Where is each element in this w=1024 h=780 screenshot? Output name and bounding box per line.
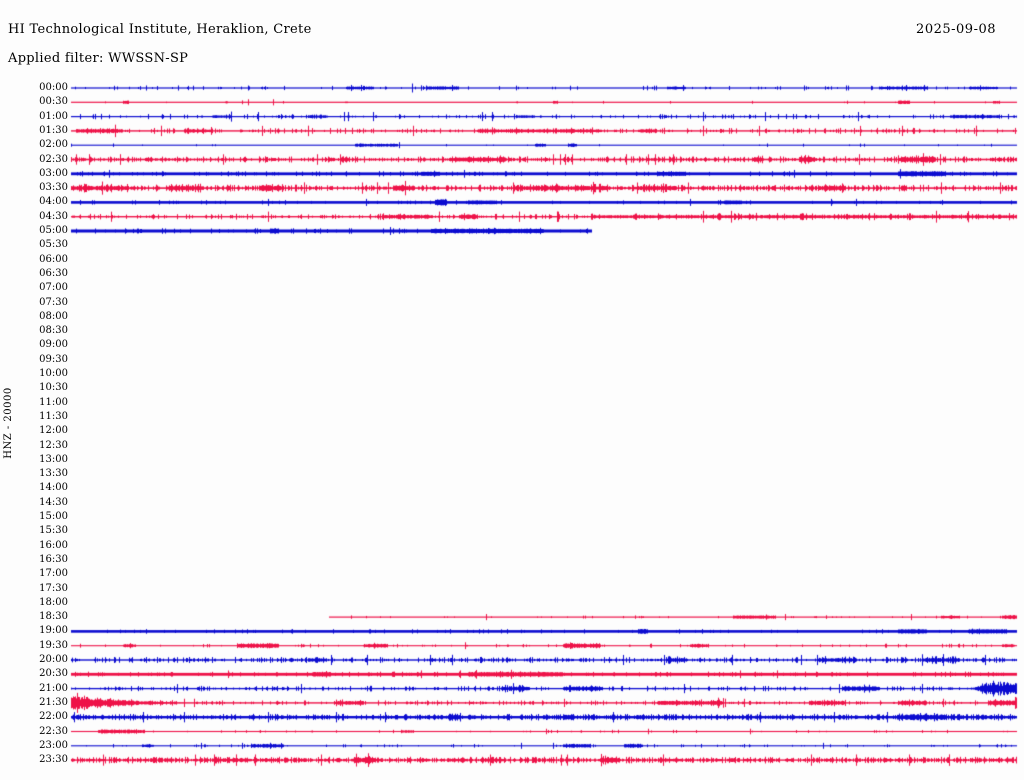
date-label: 2025-09-08 bbox=[916, 22, 996, 37]
filter-label: Applied filter: WWSSN-SP bbox=[8, 51, 189, 66]
helicorder-canvas bbox=[0, 78, 1024, 780]
page-title: HI Technological Institute, Heraklion, C… bbox=[8, 22, 312, 37]
